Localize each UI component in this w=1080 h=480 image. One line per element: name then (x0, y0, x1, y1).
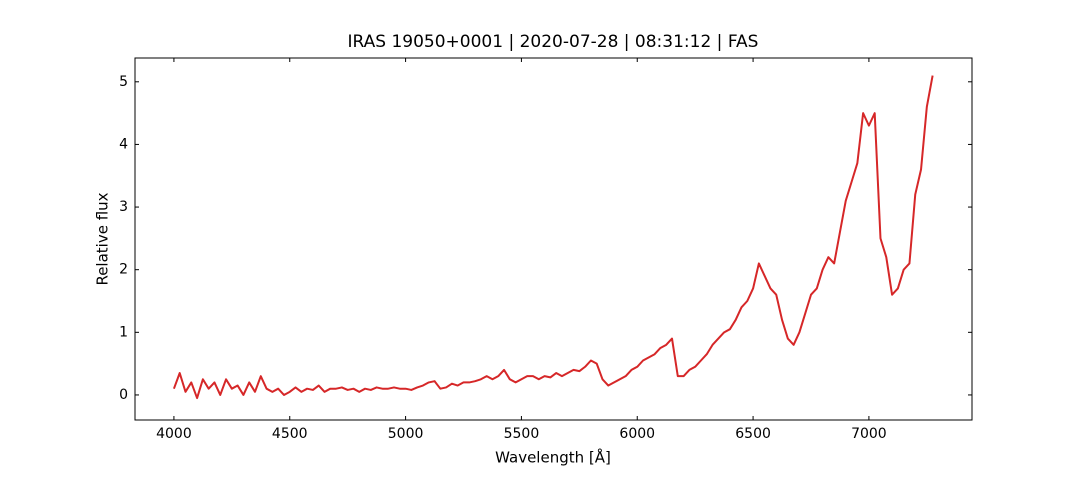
x-tick-label: 6500 (735, 426, 771, 442)
y-tick-label: 1 (119, 324, 128, 340)
y-tick-label: 3 (119, 199, 128, 215)
x-tick-label: 7000 (851, 426, 887, 442)
y-axis-label: Relative flux (94, 192, 112, 285)
spectrum-line (172, 75, 934, 400)
x-axis-label: Wavelength [Å] (495, 448, 611, 467)
x-tick-label: 5000 (388, 426, 424, 442)
y-tick-label: 4 (119, 136, 128, 152)
x-tick-label: 6000 (619, 426, 655, 442)
plot-frame (134, 57, 973, 421)
x-tick-label: 5500 (504, 426, 540, 442)
y-tick-label: 2 (119, 262, 128, 278)
y-tick-label: 5 (119, 74, 128, 90)
x-tick-label: 4000 (156, 426, 192, 442)
x-tick-label: 4500 (272, 426, 308, 442)
chart-title: IRAS 19050+0001 | 2020-07-28 | 08:31:12 … (348, 32, 759, 52)
y-tick-label: 0 (119, 387, 128, 403)
